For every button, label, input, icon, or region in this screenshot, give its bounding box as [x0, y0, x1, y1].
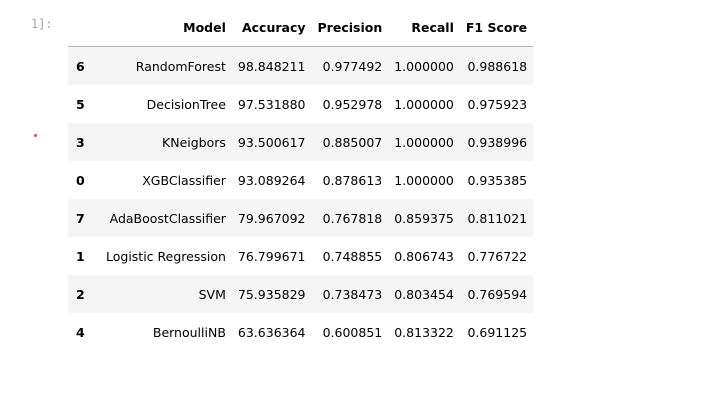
column-header-f1-score: F1 Score — [459, 8, 534, 47]
recall-cell: 1.000000 — [394, 134, 454, 150]
f1-cell: 0.988618 — [467, 58, 528, 74]
table-row: 5 DecisionTree 97.531880 0.952978 1.0000… — [68, 85, 533, 123]
precision-cell: 0.748855 — [322, 248, 383, 264]
header-row: Model Accuracy Precision Recall F1 Score — [68, 8, 534, 47]
precision-cell: 0.885007 — [322, 134, 383, 150]
accuracy-cell: 79.967092 — [237, 210, 306, 226]
table-row: 3 KNeigbors 93.500617 0.885007 1.000000 … — [68, 123, 534, 161]
f1-cell: 0.935385 — [467, 172, 528, 188]
model-cell: DecisionTree — [146, 96, 226, 112]
recall-cell: 0.803454 — [394, 286, 454, 302]
row-index: 1 — [76, 248, 85, 264]
row-index: 0 — [76, 172, 85, 188]
marker-dot — [34, 134, 37, 137]
f1-cell: 0.776722 — [467, 248, 528, 264]
column-header-recall: Recall — [388, 8, 460, 47]
accuracy-cell: 75.935829 — [237, 286, 306, 302]
precision-cell: 0.767818 — [322, 210, 383, 226]
recall-cell: 0.859375 — [394, 210, 454, 226]
accuracy-cell: 98.848211 — [237, 58, 306, 74]
precision-cell: 0.952978 — [322, 96, 383, 112]
recall-cell: 1.000000 — [394, 96, 454, 112]
accuracy-cell: 97.531880 — [237, 96, 306, 112]
accuracy-cell: 63.636364 — [237, 324, 306, 340]
row-index: 4 — [76, 324, 85, 340]
f1-cell: 0.769594 — [467, 286, 528, 302]
recall-cell: 1.000000 — [394, 172, 454, 188]
table-row: 6 RandomForest 98.848211 0.977492 1.0000… — [68, 46, 534, 85]
model-cell: RandomForest — [135, 58, 226, 74]
model-cell: AdaBoostClassifier — [109, 210, 226, 226]
row-index: 6 — [76, 58, 85, 74]
model-cell: KNeigbors — [162, 134, 226, 150]
index-header — [68, 8, 100, 47]
f1-cell: 0.811021 — [467, 210, 528, 226]
table-header: Model Accuracy Precision Recall F1 Score — [68, 8, 534, 47]
f1-cell: 0.691125 — [467, 324, 528, 340]
accuracy-cell: 76.799671 — [237, 248, 306, 264]
table-row: 0 XGBClassifier 93.089264 0.878613 1.000… — [68, 161, 533, 199]
precision-cell: 0.878613 — [322, 172, 383, 188]
precision-cell: 0.977492 — [322, 58, 383, 74]
table-row: 7 AdaBoostClassifier 79.967092 0.767818 … — [68, 199, 534, 237]
f1-cell: 0.938996 — [467, 134, 528, 150]
results-table: Model Accuracy Precision Recall F1 Score… — [68, 8, 534, 352]
row-index: 5 — [76, 96, 85, 112]
row-index: 3 — [76, 134, 85, 150]
accuracy-cell: 93.089264 — [237, 172, 306, 188]
cell-prompt: 1]: — [31, 17, 53, 31]
recall-cell: 1.000000 — [394, 58, 454, 74]
column-header-accuracy: Accuracy — [231, 8, 312, 47]
column-header-model: Model — [100, 8, 232, 47]
recall-cell: 0.813322 — [394, 324, 454, 340]
column-header-precision: Precision — [311, 8, 389, 47]
recall-cell: 0.806743 — [394, 248, 454, 264]
row-index: 7 — [76, 210, 85, 226]
precision-cell: 0.738473 — [322, 286, 383, 302]
row-index: 2 — [76, 286, 85, 302]
table-row: 2 SVM 75.935829 0.738473 0.803454 0.7695… — [68, 275, 534, 313]
table-body: 6 RandomForest 98.848211 0.977492 1.0000… — [68, 46, 534, 352]
table-row: 4 BernoulliNB 63.636364 0.600851 0.81332… — [68, 313, 533, 351]
model-cell: SVM — [198, 286, 226, 302]
model-cell: XGBClassifier — [142, 172, 226, 188]
model-cell: BernoulliNB — [152, 324, 226, 340]
model-cell: Logistic Regression — [106, 248, 226, 264]
f1-cell: 0.975923 — [467, 96, 528, 112]
table-row: 1 Logistic Regression 76.799671 0.748855… — [68, 237, 533, 275]
precision-cell: 0.600851 — [322, 324, 383, 340]
accuracy-cell: 93.500617 — [237, 134, 306, 150]
